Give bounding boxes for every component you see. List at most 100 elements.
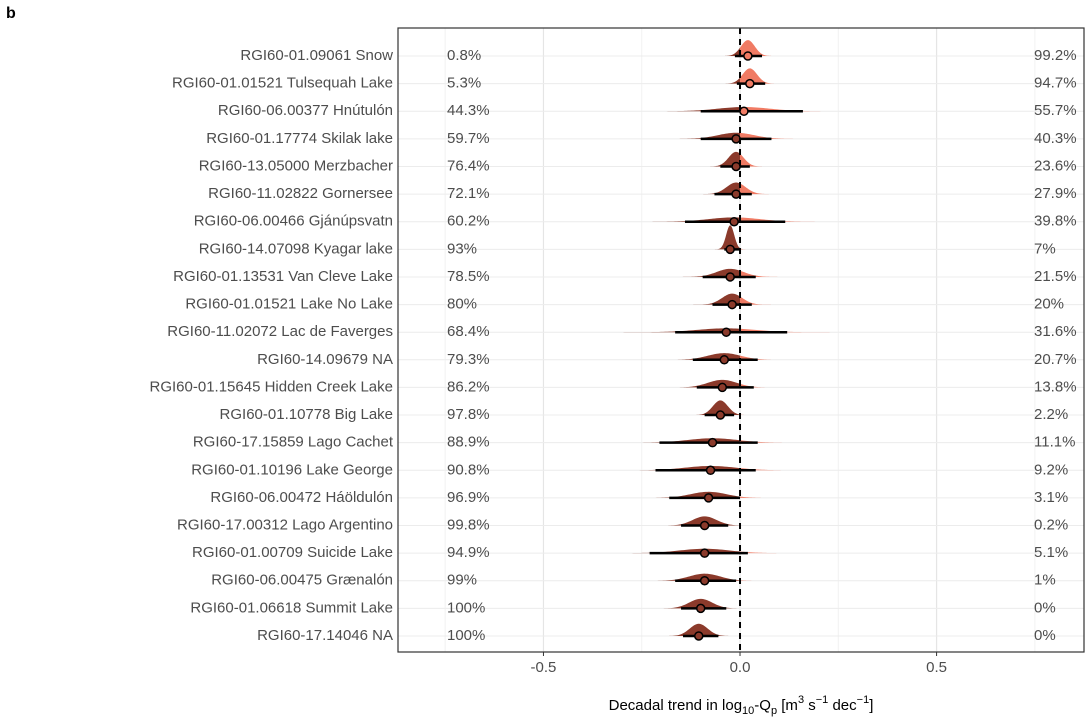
share-above-label: 40.3% — [1034, 130, 1077, 147]
y-tick-label: RGI60-01.01521 Tulsequah Lake — [172, 75, 393, 92]
density — [654, 598, 741, 609]
y-tick-label: RGI60-01.00709 Suicide Lake — [192, 544, 393, 561]
density — [690, 400, 741, 416]
point-estimate — [725, 272, 735, 282]
density — [663, 132, 741, 139]
x-tick-label: 0.0 — [730, 659, 751, 676]
y-tick-label: RGI60-01.10778 Big Lake — [220, 406, 393, 423]
y-tick-label: RGI60-01.13531 Van Cleve Lake — [173, 268, 393, 285]
density — [740, 580, 767, 581]
point-estimate — [721, 327, 732, 337]
point-estimate — [699, 520, 710, 531]
density — [720, 47, 741, 56]
label-part: p — [771, 705, 777, 717]
y-tick-label: RGI60-11.02822 Gornersee — [208, 185, 393, 202]
share-below-label: 99.8% — [447, 516, 490, 533]
share-above-label: 11.1% — [1034, 434, 1075, 451]
point-estimate — [695, 603, 706, 614]
share-above-label: 99.2% — [1034, 47, 1077, 64]
density — [740, 183, 775, 195]
share-below-label: 90.8% — [447, 461, 490, 478]
share-above-label: 5.1% — [1034, 544, 1068, 561]
density — [658, 353, 741, 360]
y-tick-label: RGI60-01.06618 Summit Lake — [190, 599, 393, 616]
y-tick-label: RGI60-17.14046 NA — [257, 627, 393, 644]
share-below-label: 60.2% — [447, 213, 490, 230]
y-tick-label: RGI60-14.07098 Kyagar lake — [199, 240, 393, 257]
density — [656, 516, 741, 526]
point-estimate — [743, 51, 753, 61]
point-estimate — [731, 189, 741, 199]
share-below-label: 79.3% — [447, 351, 490, 368]
share-above-label: 20% — [1034, 296, 1064, 313]
label-part: s — [804, 697, 816, 714]
share-below-label: 5.3% — [447, 75, 481, 92]
share-above-label: 27.9% — [1034, 185, 1077, 202]
share-below-label: 88.9% — [447, 434, 490, 451]
label-part: 3 — [798, 694, 804, 706]
panel-border — [397, 27, 1085, 653]
point-estimate — [725, 244, 735, 255]
share-below-label: 93% — [447, 240, 477, 257]
point-estimate — [699, 576, 710, 586]
point-estimate — [729, 216, 739, 227]
label-part: −1 — [816, 694, 829, 706]
density — [642, 573, 741, 581]
point-estimate — [703, 493, 714, 503]
density — [714, 225, 741, 250]
y-tick-label: RGI60-01.09061 Snow — [240, 47, 393, 64]
density — [720, 77, 741, 84]
share-below-label: 68.4% — [447, 323, 490, 340]
density — [740, 296, 773, 305]
point-estimate — [719, 355, 730, 365]
point-estimate — [731, 134, 741, 144]
label-part: dec — [828, 697, 857, 714]
density — [740, 468, 813, 471]
label-part: Decadal trend in log — [609, 697, 742, 714]
share-below-label: 97.8% — [447, 406, 490, 423]
share-above-label: 0% — [1034, 599, 1056, 616]
share-above-label: 1% — [1034, 572, 1056, 589]
density — [740, 153, 767, 167]
share-above-label: 20.7% — [1034, 351, 1077, 368]
y-tick-label: RGI60-01.17774 Skilak lake — [206, 130, 393, 147]
label-part: −1 — [857, 694, 870, 706]
share-above-label: 9.2% — [1034, 461, 1068, 478]
x-tick-label: 0.5 — [926, 659, 947, 676]
share-below-label: 94.9% — [447, 544, 490, 561]
share-above-label: 0.2% — [1034, 516, 1068, 533]
density — [740, 248, 747, 250]
share-above-label: 31.6% — [1034, 323, 1077, 340]
y-tick-label: RGI60-01.10196 Lake George — [191, 461, 393, 478]
x-axis-label: Decadal trend in log10-Qp [m3 s−1 dec−1] — [609, 694, 874, 717]
point-estimate — [727, 299, 737, 310]
label-part: ] — [869, 697, 873, 714]
density — [706, 151, 741, 167]
y-tick-label: RGI60-06.00472 Háöldulón — [210, 489, 393, 506]
density — [740, 132, 809, 139]
density — [676, 268, 741, 277]
y-tick-label: RGI60-06.00475 Grænalón — [211, 572, 393, 589]
y-tick-label: RGI60-14.09679 NA — [257, 351, 393, 368]
density — [740, 440, 813, 443]
density — [740, 496, 781, 498]
density — [662, 623, 735, 636]
share-above-label: 0% — [1034, 627, 1056, 644]
density — [740, 270, 785, 277]
share-above-label: 3.1% — [1034, 489, 1068, 506]
label-part: 10 — [742, 705, 754, 717]
point-estimate — [699, 548, 710, 558]
point-estimate — [717, 382, 728, 393]
x-tick-label: -0.5 — [531, 659, 557, 676]
share-below-label: 76.4% — [447, 157, 490, 174]
point-estimate — [707, 437, 718, 448]
panel-label: b — [6, 5, 16, 22]
share-below-label: 86.2% — [447, 378, 490, 395]
density — [636, 491, 741, 498]
share-above-label: 55.7% — [1034, 102, 1077, 119]
share-above-label: 39.8% — [1034, 213, 1077, 230]
share-below-label: 44.3% — [447, 102, 490, 119]
label-part: -Q — [754, 697, 771, 714]
share-above-label: 7% — [1034, 240, 1056, 257]
